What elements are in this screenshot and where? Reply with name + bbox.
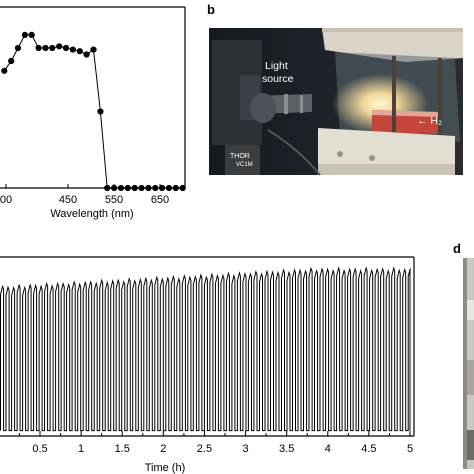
panel-a-tick-label-2: 450 bbox=[59, 194, 77, 206]
panel-a-data-point bbox=[62, 44, 70, 52]
panel-a-data-point bbox=[8, 57, 15, 65]
panel-a-data-point bbox=[56, 43, 63, 50]
photo-rod-2 bbox=[438, 58, 442, 148]
photo-lens-mount bbox=[250, 93, 276, 123]
panel-a-data-point bbox=[131, 184, 138, 192]
photo-label-h2: ← H₂ bbox=[417, 115, 442, 127]
panel-a-data-point bbox=[14, 44, 22, 52]
panel-a-data-point bbox=[138, 184, 145, 192]
photo-base bbox=[318, 128, 455, 175]
panel-label-d: d bbox=[453, 241, 461, 256]
panel-a-data-point bbox=[90, 46, 97, 53]
photo-equipment-text-1: THOR bbox=[230, 153, 250, 160]
panel-a-data-point bbox=[76, 48, 83, 55]
photo-label-light-source-line2: source bbox=[262, 73, 294, 85]
panel-c-tick-label-5: 3 bbox=[242, 443, 248, 455]
panel-a-data-point bbox=[28, 31, 35, 38]
panel-c-tick-label-7: 4 bbox=[325, 443, 331, 455]
panel-a-data-point bbox=[21, 31, 28, 38]
panel-c-x-axis-label: Time (h) bbox=[145, 462, 186, 474]
panel-a-plot-area bbox=[1, 31, 186, 192]
panel-c-tick-label-9: 5 bbox=[407, 443, 413, 455]
panel-c-tick-label-3: 2 bbox=[160, 443, 166, 455]
panel-c-chart: 0.5 1 1.5 2 2.5 3 3.5 4 4.5 5 Time (h) bbox=[0, 256, 415, 474]
panel-a-data-point bbox=[124, 184, 131, 192]
panel-a-data-point bbox=[111, 184, 118, 192]
panel-a-data-point bbox=[69, 46, 76, 53]
panel-c-series-line bbox=[0, 266, 411, 432]
panel-a-data-point bbox=[172, 184, 179, 192]
panel-a-data-point bbox=[97, 108, 104, 115]
panel-c-tick-label-6: 3.5 bbox=[279, 443, 294, 455]
panel-b-photo: THOR VC1M Light source ← H₂ bbox=[209, 28, 463, 176]
panel-a-data-point bbox=[165, 184, 173, 192]
panel-label-b: b bbox=[207, 2, 215, 17]
panel-c-tick-label-4: 2.5 bbox=[197, 443, 212, 455]
panel-c-tick-label-8: 4.5 bbox=[361, 443, 376, 455]
panel-a-tick-label-3: 550 bbox=[105, 194, 123, 206]
photo-equipment-text-2: VC1M bbox=[236, 162, 253, 168]
panel-a-data-point bbox=[145, 184, 152, 192]
photo-label-light-source-line1: Light bbox=[265, 60, 288, 72]
panel-a-series-line bbox=[3, 34, 183, 189]
panel-a-data-point bbox=[83, 51, 90, 58]
panel-c-x-ticks bbox=[18, 431, 411, 436]
panel-c-tick-label-1: 1 bbox=[78, 443, 84, 455]
panel-a-data-point bbox=[49, 44, 56, 52]
panel-d-photo-edge bbox=[463, 258, 474, 469]
panel-a-chart: 00 450 550 650 Wavelength (nm) bbox=[0, 6, 186, 220]
panel-a-data-point bbox=[152, 184, 159, 192]
panel-c-tick-label-0: 0.5 bbox=[32, 443, 47, 455]
panel-a-data-point bbox=[35, 44, 42, 52]
panel-a-x-axis-label: Wavelength (nm) bbox=[50, 208, 133, 220]
panel-a-data-point bbox=[179, 184, 186, 192]
panel-a-data-point bbox=[104, 184, 111, 192]
panel-c-tick-label-2: 1.5 bbox=[115, 443, 130, 455]
photo-rod-1 bbox=[392, 56, 396, 146]
panel-c-x-tick-labels: 0.5 1 1.5 2 2.5 3 3.5 4 4.5 5 bbox=[32, 443, 413, 455]
panel-a-tick-label-1: 00 bbox=[0, 194, 12, 206]
photo-cable bbox=[267, 129, 321, 176]
panel-a-tick-label-4: 650 bbox=[151, 194, 169, 206]
panel-a-data-point bbox=[117, 184, 125, 192]
photo-label-block bbox=[225, 145, 260, 175]
panel-a-data-point bbox=[159, 184, 166, 192]
panel-a-data-point bbox=[42, 44, 49, 52]
panel-a-data-point bbox=[1, 67, 8, 74]
